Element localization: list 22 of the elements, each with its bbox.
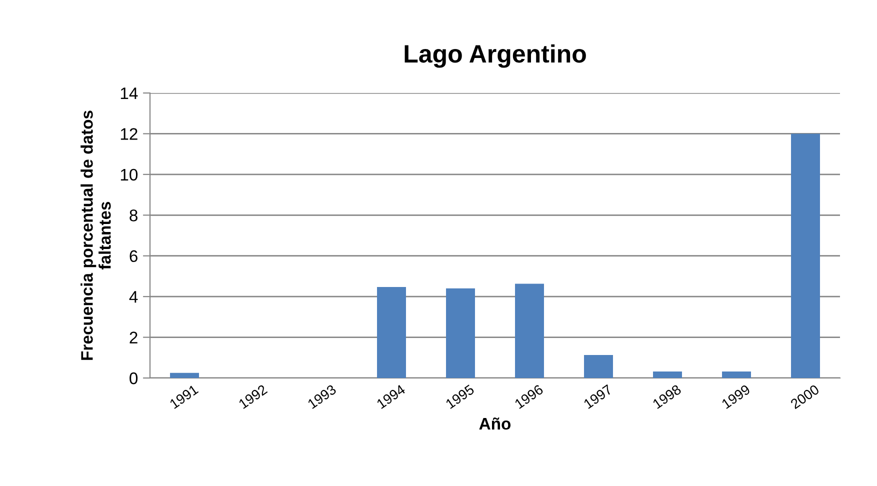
y-tick-label: 8 xyxy=(130,210,138,222)
bar xyxy=(446,288,475,378)
bar xyxy=(791,134,820,378)
y-tick-label: 2 xyxy=(130,332,138,344)
y-axis-title: Frecuencia porcentual de datos faltantes xyxy=(80,110,111,360)
bar xyxy=(584,354,613,378)
x-tick-label: 1999 xyxy=(721,384,751,410)
bar xyxy=(722,371,751,378)
x-axis-title: Año xyxy=(479,418,511,430)
y-tick-label: 0 xyxy=(130,372,138,384)
y-tick-label: 4 xyxy=(129,291,138,303)
x-tick-label: 2000 xyxy=(790,384,820,410)
bar xyxy=(515,284,544,378)
y-tick-label: 14 xyxy=(120,88,138,100)
y-tick-label: 6 xyxy=(130,250,138,262)
y-tick-label: 12 xyxy=(120,128,138,140)
y-tick-label: 10 xyxy=(120,168,138,181)
x-tick-label: 1991 xyxy=(169,384,199,410)
chart-title: Lago Argentino xyxy=(404,44,586,68)
bar xyxy=(377,287,406,378)
bar xyxy=(170,372,199,378)
bar xyxy=(653,371,682,378)
